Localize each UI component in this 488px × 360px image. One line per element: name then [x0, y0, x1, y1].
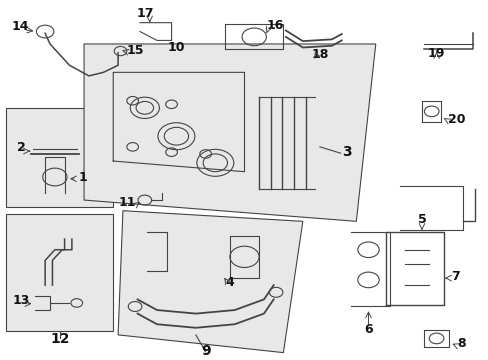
Text: 9: 9 — [201, 345, 210, 359]
Text: 12: 12 — [50, 332, 69, 346]
Text: 6: 6 — [364, 323, 372, 336]
Text: 7: 7 — [450, 270, 459, 283]
Text: 14: 14 — [11, 21, 29, 33]
Polygon shape — [118, 211, 302, 352]
Text: 3: 3 — [341, 145, 351, 159]
Text: 20: 20 — [447, 113, 464, 126]
Bar — [6, 214, 113, 331]
Polygon shape — [84, 44, 375, 221]
Text: 15: 15 — [126, 44, 144, 57]
Text: 1: 1 — [78, 171, 87, 184]
Text: 19: 19 — [427, 47, 445, 60]
Text: 11: 11 — [119, 197, 136, 210]
Text: 8: 8 — [457, 337, 465, 350]
Text: 18: 18 — [310, 48, 328, 61]
Bar — [6, 108, 113, 207]
Text: 17: 17 — [136, 6, 153, 20]
Text: 2: 2 — [17, 141, 26, 154]
Text: 10: 10 — [167, 41, 185, 54]
Text: 16: 16 — [266, 19, 283, 32]
Text: 13: 13 — [12, 294, 29, 307]
Text: 5: 5 — [417, 213, 426, 226]
Text: 4: 4 — [224, 276, 233, 289]
